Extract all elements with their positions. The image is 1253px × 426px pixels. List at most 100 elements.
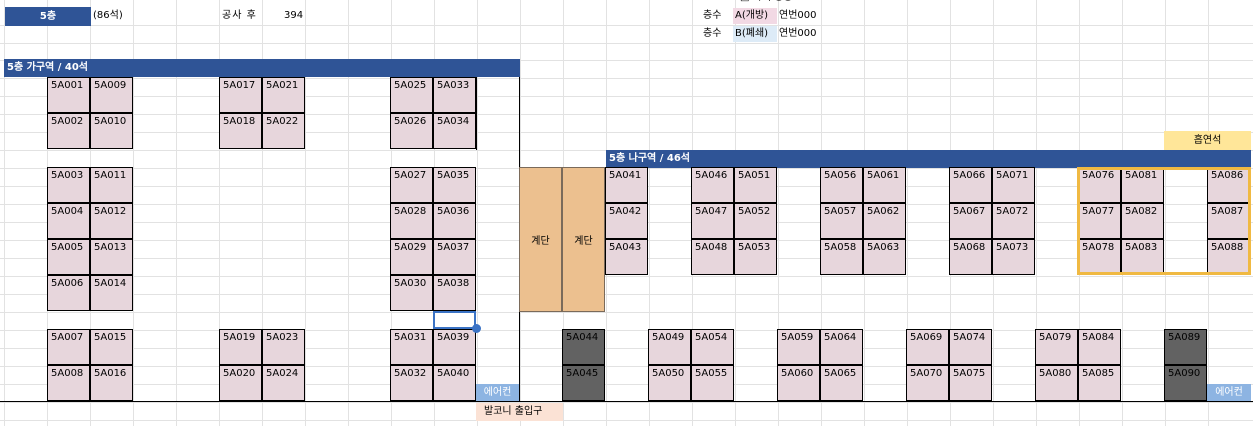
seat-5A039[interactable]: 5A039 xyxy=(433,329,476,365)
seat-5A009[interactable]: 5A009 xyxy=(90,77,133,113)
seat-5A021[interactable]: 5A021 xyxy=(262,77,305,113)
seat-count[interactable]: (86석) xyxy=(93,10,123,21)
vacant-value[interactable]: 394 xyxy=(284,10,304,21)
seat-5A045[interactable]: 5A045 xyxy=(562,365,605,401)
seat-5A062[interactable]: 5A062 xyxy=(863,203,906,239)
seat-5A076[interactable]: 5A076 xyxy=(1078,167,1121,203)
seat-5A007[interactable]: 5A007 xyxy=(47,329,90,365)
seat-5A028[interactable]: 5A028 xyxy=(390,203,433,239)
seat-5A018[interactable]: 5A018 xyxy=(219,113,262,149)
seat-5A020[interactable]: 5A020 xyxy=(219,365,262,401)
seat-5A046[interactable]: 5A046 xyxy=(691,167,734,203)
seat-5A004[interactable]: 5A004 xyxy=(47,203,90,239)
seat-5A006[interactable]: 5A006 xyxy=(47,275,90,311)
seat-5A060[interactable]: 5A060 xyxy=(777,365,820,401)
seat-5A063[interactable]: 5A063 xyxy=(863,239,906,275)
legend-a-suffix[interactable]: 연번000 xyxy=(779,10,817,21)
seat-5A041[interactable]: 5A041 xyxy=(605,167,648,203)
seat-5A027[interactable]: 5A027 xyxy=(390,167,433,203)
seat-5A047[interactable]: 5A047 xyxy=(691,203,734,239)
seat-5A003[interactable]: 5A003 xyxy=(47,167,90,203)
seat-5A016[interactable]: 5A016 xyxy=(90,365,133,401)
seat-5A079[interactable]: 5A079 xyxy=(1035,329,1078,365)
seat-5A090[interactable]: 5A090 xyxy=(1164,365,1207,401)
seat-5A022[interactable]: 5A022 xyxy=(262,113,305,149)
seat-5A043[interactable]: 5A043 xyxy=(605,239,648,275)
seat-5A068[interactable]: 5A068 xyxy=(949,239,992,275)
zone-a-header[interactable]: 5층 가구역 / 40석 xyxy=(4,59,520,77)
seat-5A055[interactable]: 5A055 xyxy=(691,365,734,401)
seat-5A038[interactable]: 5A038 xyxy=(433,275,476,311)
seat-5A061[interactable]: 5A061 xyxy=(863,167,906,203)
seat-5A075[interactable]: 5A075 xyxy=(949,365,992,401)
seat-5A053[interactable]: 5A053 xyxy=(734,239,777,275)
seat-5A019[interactable]: 5A019 xyxy=(219,329,262,365)
seat-5A011[interactable]: 5A011 xyxy=(90,167,133,203)
seat-5A001[interactable]: 5A001 xyxy=(47,77,90,113)
seat-5A080[interactable]: 5A080 xyxy=(1035,365,1078,401)
legend-b-suffix[interactable]: 연번000 xyxy=(779,28,817,39)
seat-5A030[interactable]: 5A030 xyxy=(390,275,433,311)
seat-5A037[interactable]: 5A037 xyxy=(433,239,476,275)
seat-5A010[interactable]: 5A010 xyxy=(90,113,133,149)
seat-5A052[interactable]: 5A052 xyxy=(734,203,777,239)
seat-5A032[interactable]: 5A032 xyxy=(390,365,433,401)
seat-5A073[interactable]: 5A073 xyxy=(992,239,1035,275)
seat-5A024[interactable]: 5A024 xyxy=(262,365,305,401)
active-cell-selection[interactable] xyxy=(433,311,476,329)
seat-5A056[interactable]: 5A056 xyxy=(820,167,863,203)
floor-label[interactable]: 5층 xyxy=(5,7,91,26)
legend-a-prefix[interactable]: 층수 xyxy=(703,10,722,21)
seat-5A031[interactable]: 5A031 xyxy=(390,329,433,365)
seat-5A081[interactable]: 5A081 xyxy=(1121,167,1164,203)
seat-5A042[interactable]: 5A042 xyxy=(605,203,648,239)
stairs-1[interactable]: 계단 xyxy=(519,167,562,312)
seat-5A077[interactable]: 5A077 xyxy=(1078,203,1121,239)
seat-5A074[interactable]: 5A074 xyxy=(949,329,992,365)
seat-5A005[interactable]: 5A005 xyxy=(47,239,90,275)
seat-5A035[interactable]: 5A035 xyxy=(433,167,476,203)
seat-5A012[interactable]: 5A012 xyxy=(90,203,133,239)
fill-handle[interactable] xyxy=(472,324,481,333)
seat-5A013[interactable]: 5A013 xyxy=(90,239,133,275)
seat-5A078[interactable]: 5A078 xyxy=(1078,239,1121,275)
legend-b-prefix[interactable]: 층수 xyxy=(703,28,722,39)
seat-5A017[interactable]: 5A017 xyxy=(219,77,262,113)
seat-5A002[interactable]: 5A002 xyxy=(47,113,90,149)
seat-5A026[interactable]: 5A026 xyxy=(390,113,433,149)
legend-a-swatch[interactable]: A(개방) xyxy=(733,8,777,24)
seat-5A057[interactable]: 5A057 xyxy=(820,203,863,239)
seat-5A082[interactable]: 5A082 xyxy=(1121,203,1164,239)
seat-5A084[interactable]: 5A084 xyxy=(1078,329,1121,365)
seat-5A064[interactable]: 5A064 xyxy=(820,329,863,365)
seat-5A059[interactable]: 5A059 xyxy=(777,329,820,365)
stairs-2[interactable]: 계단 xyxy=(562,167,605,312)
seat-5A025[interactable]: 5A025 xyxy=(390,77,433,113)
seat-5A051[interactable]: 5A051 xyxy=(734,167,777,203)
seat-5A044[interactable]: 5A044 xyxy=(562,329,605,365)
smoking-seat-label[interactable]: 흡연석 xyxy=(1164,131,1251,150)
seat-5A071[interactable]: 5A071 xyxy=(992,167,1035,203)
seat-5A054[interactable]: 5A054 xyxy=(691,329,734,365)
legend-b-swatch[interactable]: B(폐쇄) xyxy=(733,26,777,42)
seat-5A036[interactable]: 5A036 xyxy=(433,203,476,239)
seat-5A085[interactable]: 5A085 xyxy=(1078,365,1121,401)
seat-5A049[interactable]: 5A049 xyxy=(648,329,691,365)
seat-5A014[interactable]: 5A014 xyxy=(90,275,133,311)
seat-5A087[interactable]: 5A087 xyxy=(1207,203,1250,239)
seat-5A067[interactable]: 5A067 xyxy=(949,203,992,239)
seat-5A023[interactable]: 5A023 xyxy=(262,329,305,365)
seat-5A048[interactable]: 5A048 xyxy=(691,239,734,275)
seat-5A034[interactable]: 5A034 xyxy=(433,113,476,149)
seat-5A069[interactable]: 5A069 xyxy=(906,329,949,365)
vacant-label[interactable]: 공사 후 xyxy=(222,10,257,21)
seat-5A088[interactable]: 5A088 xyxy=(1207,239,1250,275)
seat-5A040[interactable]: 5A040 xyxy=(433,365,476,401)
seat-5A086[interactable]: 5A086 xyxy=(1207,167,1250,203)
aircon-label-left[interactable]: 에어컨 xyxy=(476,384,519,402)
seat-5A083[interactable]: 5A083 xyxy=(1121,239,1164,275)
seat-5A065[interactable]: 5A065 xyxy=(820,365,863,401)
seat-5A066[interactable]: 5A066 xyxy=(949,167,992,203)
seat-5A070[interactable]: 5A070 xyxy=(906,365,949,401)
seat-5A072[interactable]: 5A072 xyxy=(992,203,1035,239)
